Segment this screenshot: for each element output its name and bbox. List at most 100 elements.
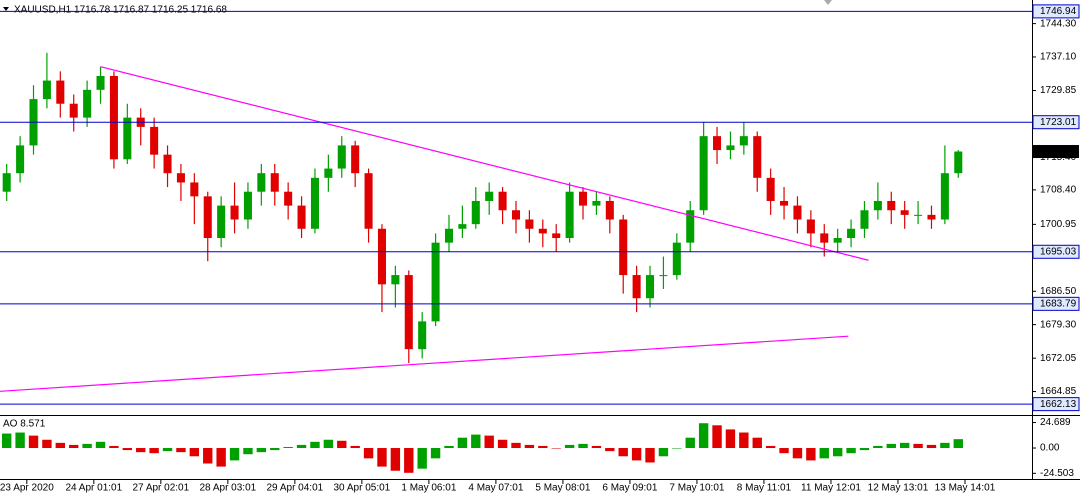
ao-bar (203, 448, 213, 464)
candle-body (927, 214, 936, 220)
candle-body (243, 191, 252, 220)
ao-bar (471, 434, 481, 449)
ao-bar (270, 448, 280, 451)
candle-body (364, 173, 373, 229)
ao-bar (658, 448, 669, 457)
x-tick-label: 30 Apr 05:01 (334, 483, 391, 494)
ao-bar (953, 439, 963, 449)
x-tick-label: 7 May 10:01 (669, 483, 724, 494)
candle-body (310, 177, 319, 229)
candle-body (820, 233, 829, 243)
ao-bar (618, 448, 628, 457)
x-tick-label: 8 May 11:01 (737, 483, 792, 494)
candle-body (525, 219, 534, 229)
y-tick-label: 1686.50 (1040, 286, 1077, 297)
ao-bar (806, 448, 816, 461)
y-tick-label: 1708.40 (1040, 185, 1077, 196)
candle-body (444, 228, 454, 243)
candle-body (123, 117, 132, 160)
candle-body (646, 275, 655, 299)
ao-bar (15, 432, 25, 449)
y-tick-label: 1737.10 (1040, 52, 1077, 63)
y-tick-label: 1664.85 (1040, 386, 1077, 397)
ao-bar (377, 448, 387, 467)
y-tick-label: 1744.30 (1040, 18, 1077, 29)
ao-bar (792, 448, 803, 459)
x-tick-label: 28 Apr 03:01 (199, 483, 256, 494)
candle-body (337, 145, 346, 169)
candle-body (16, 145, 25, 174)
level-label: 1695.03 (1040, 246, 1077, 257)
ao-bar (940, 442, 950, 449)
candle-body (739, 136, 748, 146)
x-tick-label: 4 May 07:01 (468, 483, 523, 494)
candle-body (605, 200, 614, 220)
candle-body (713, 136, 722, 151)
candle-body (377, 228, 386, 285)
plot-layer: 1744.301737.101729.851715.401708.401700.… (0, 4, 1080, 494)
candle-body (217, 205, 226, 239)
x-tick-label: 1 May 06:01 (401, 483, 456, 494)
candle-body (190, 182, 199, 197)
ao-bar (457, 437, 468, 449)
ao-bar (176, 448, 186, 453)
chart-title: XAUUSD,H1 1716.78 1716.87 1716.25 1716.6… (14, 5, 227, 16)
candle-body (257, 173, 266, 192)
ao-bar (538, 445, 548, 449)
candle-body (860, 210, 869, 229)
ao-bar (404, 448, 414, 473)
candle-body (914, 214, 923, 216)
ao-bar (417, 448, 427, 469)
candle-body (538, 228, 547, 234)
ao-bar (122, 448, 133, 451)
ao-bar (189, 448, 200, 457)
candle-body (230, 205, 239, 220)
level-label: 1662.13 (1040, 399, 1077, 410)
candle-body (766, 177, 775, 201)
ao-bar (886, 443, 896, 449)
ao-bar (95, 441, 106, 449)
level-label-box (1032, 296, 1080, 311)
y-tick-label: 0.00 (1040, 443, 1060, 454)
ao-bar (497, 439, 508, 449)
ao-bar (578, 443, 588, 449)
ao-bar (390, 448, 401, 471)
indicator-title: AO 8.571 (3, 419, 46, 430)
candle-body (511, 210, 521, 220)
ao-bar (484, 435, 494, 449)
ao-bar (2, 433, 12, 449)
ao-bar (725, 429, 736, 449)
ao-bar (42, 439, 52, 449)
candle-body (552, 233, 561, 239)
ao-bar (28, 435, 39, 449)
symbol-menu-icon[interactable] (3, 7, 9, 11)
ao-bar (55, 442, 66, 449)
candle-body (458, 224, 467, 229)
ao-bar (363, 448, 374, 459)
candle-body (351, 145, 360, 174)
candle-body (163, 154, 172, 174)
x-tick-label: 12 May 13:01 (868, 483, 929, 494)
ao-bar (296, 444, 307, 449)
shift-marker (824, 0, 832, 5)
ao-bar (256, 448, 267, 453)
candle-body (150, 126, 159, 155)
level-label: 1683.79 (1040, 298, 1077, 309)
candle-body (833, 238, 842, 243)
level-label: 1746.94 (1040, 6, 1077, 17)
candle-body (672, 242, 681, 276)
ao-bar (337, 440, 347, 449)
candle-body (565, 191, 574, 239)
ao-bar (873, 445, 883, 449)
ao-bar (631, 448, 642, 461)
y-tick-label: 1729.85 (1040, 85, 1077, 96)
candle-body (887, 200, 896, 211)
level-label-box (1032, 397, 1080, 412)
ao-bar (739, 432, 749, 449)
candle-body (954, 151, 963, 174)
ao-bar (69, 444, 79, 449)
candle-body (659, 275, 668, 277)
candle-body (847, 228, 856, 239)
